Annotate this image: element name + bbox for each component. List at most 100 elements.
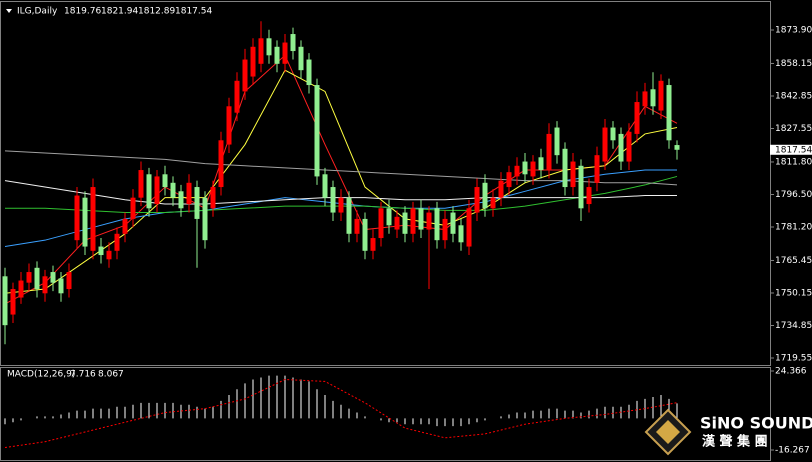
candle-body (50, 272, 56, 283)
header-open: 1819.76 (64, 7, 101, 17)
y-tick-label: 1827.55 (775, 124, 812, 134)
candle-body (154, 176, 160, 205)
header-close: 1817.54 (175, 7, 212, 17)
candle-body (274, 46, 280, 64)
price-label: 1817.54 (775, 145, 812, 155)
candle-body (418, 208, 424, 230)
candle-body (130, 197, 136, 219)
candle-body (458, 225, 464, 243)
logo: SiNO SOUND 漢 聲 集 團 (644, 408, 812, 456)
candle-body (282, 42, 288, 64)
y-tick-label: 1873.90 (775, 26, 812, 36)
candle-body (322, 174, 328, 198)
candle-body (402, 212, 408, 234)
candle-body (258, 38, 264, 64)
candle-body (562, 148, 568, 188)
y-tick-label: 1842.85 (775, 91, 812, 101)
candle-body (394, 216, 400, 230)
line (4, 378, 678, 449)
candle-body (82, 197, 88, 247)
candle-body (338, 197, 344, 213)
logo-name: SiNO SOUND (700, 414, 812, 433)
candle-body (506, 172, 512, 188)
candle-body (162, 174, 168, 188)
candle-body (146, 174, 152, 209)
candle-body (386, 208, 392, 226)
price-pane-frame (0, 1, 771, 366)
candle-body (330, 187, 336, 213)
candle-body (90, 187, 96, 251)
candle-body (314, 85, 320, 177)
candle-body (10, 289, 16, 315)
y-tick-label: -16.267 (775, 446, 810, 456)
candle-body (250, 46, 256, 77)
candle-body (586, 187, 592, 205)
candle-body (42, 276, 48, 294)
candle-body (578, 165, 584, 209)
candle-body (546, 133, 552, 171)
candle-body (226, 106, 232, 145)
candle-body (194, 187, 200, 219)
candle-body (490, 197, 496, 209)
candle-body (98, 246, 104, 256)
candle-body (306, 59, 312, 86)
candle-body (354, 218, 360, 234)
candle-body (666, 85, 672, 141)
candle-body (114, 233, 120, 251)
line (4, 180, 677, 205)
candle-body (674, 145, 680, 150)
candle-body (178, 191, 184, 209)
candle-body (202, 197, 208, 241)
y-tick-label: 1719.55 (775, 354, 812, 364)
header-low: 1812.89 (138, 7, 175, 17)
candle-body (482, 182, 488, 209)
candle-body (26, 272, 32, 283)
candle-body (266, 38, 272, 56)
signal-value: 8.067 (98, 370, 124, 380)
y-tick-label: 1858.15 (775, 59, 812, 69)
candle-body (74, 195, 80, 241)
candle-body (442, 218, 448, 241)
candle-body (618, 133, 624, 162)
price-label-box (770, 144, 812, 155)
candle-body (570, 161, 576, 188)
y-tick-label: 1811.80 (775, 157, 812, 167)
candle-body (66, 272, 72, 290)
candle-body (650, 89, 656, 107)
candle-body (186, 182, 192, 205)
header-high: 1821.94 (101, 7, 138, 17)
y-tick-label: 1765.45 (775, 256, 812, 266)
candle-body (378, 208, 384, 239)
candle-body (514, 165, 520, 177)
candle-body (538, 157, 544, 171)
candle-body (234, 80, 240, 113)
candle-body (658, 80, 664, 111)
candle-body (642, 91, 648, 107)
candle-body (138, 170, 144, 198)
candle-body (2, 276, 8, 326)
candle-body (298, 46, 304, 71)
y-tick-label: 1734.85 (775, 321, 812, 331)
candle-body (450, 212, 456, 234)
candle-body (626, 131, 632, 162)
candle-body (122, 218, 128, 234)
candle-body (410, 208, 416, 234)
candle-body (474, 187, 480, 213)
y-tick-label: 24.366 (775, 366, 807, 376)
candle-body (242, 59, 248, 92)
line (5, 175, 678, 214)
candle-body (290, 34, 296, 52)
candle-body (18, 280, 24, 298)
y-tick-label: 1750.15 (775, 288, 812, 298)
candle-body (602, 127, 608, 162)
candle-body (466, 208, 472, 247)
candle-body (434, 208, 440, 241)
candle-body (554, 127, 560, 156)
y-tick-label: 1796.50 (775, 190, 812, 200)
candle-body (106, 250, 112, 260)
macd-title: MACD(12,26,9) (7, 370, 75, 380)
macd-value: 7.716 (70, 370, 96, 380)
candle-body (218, 140, 224, 188)
